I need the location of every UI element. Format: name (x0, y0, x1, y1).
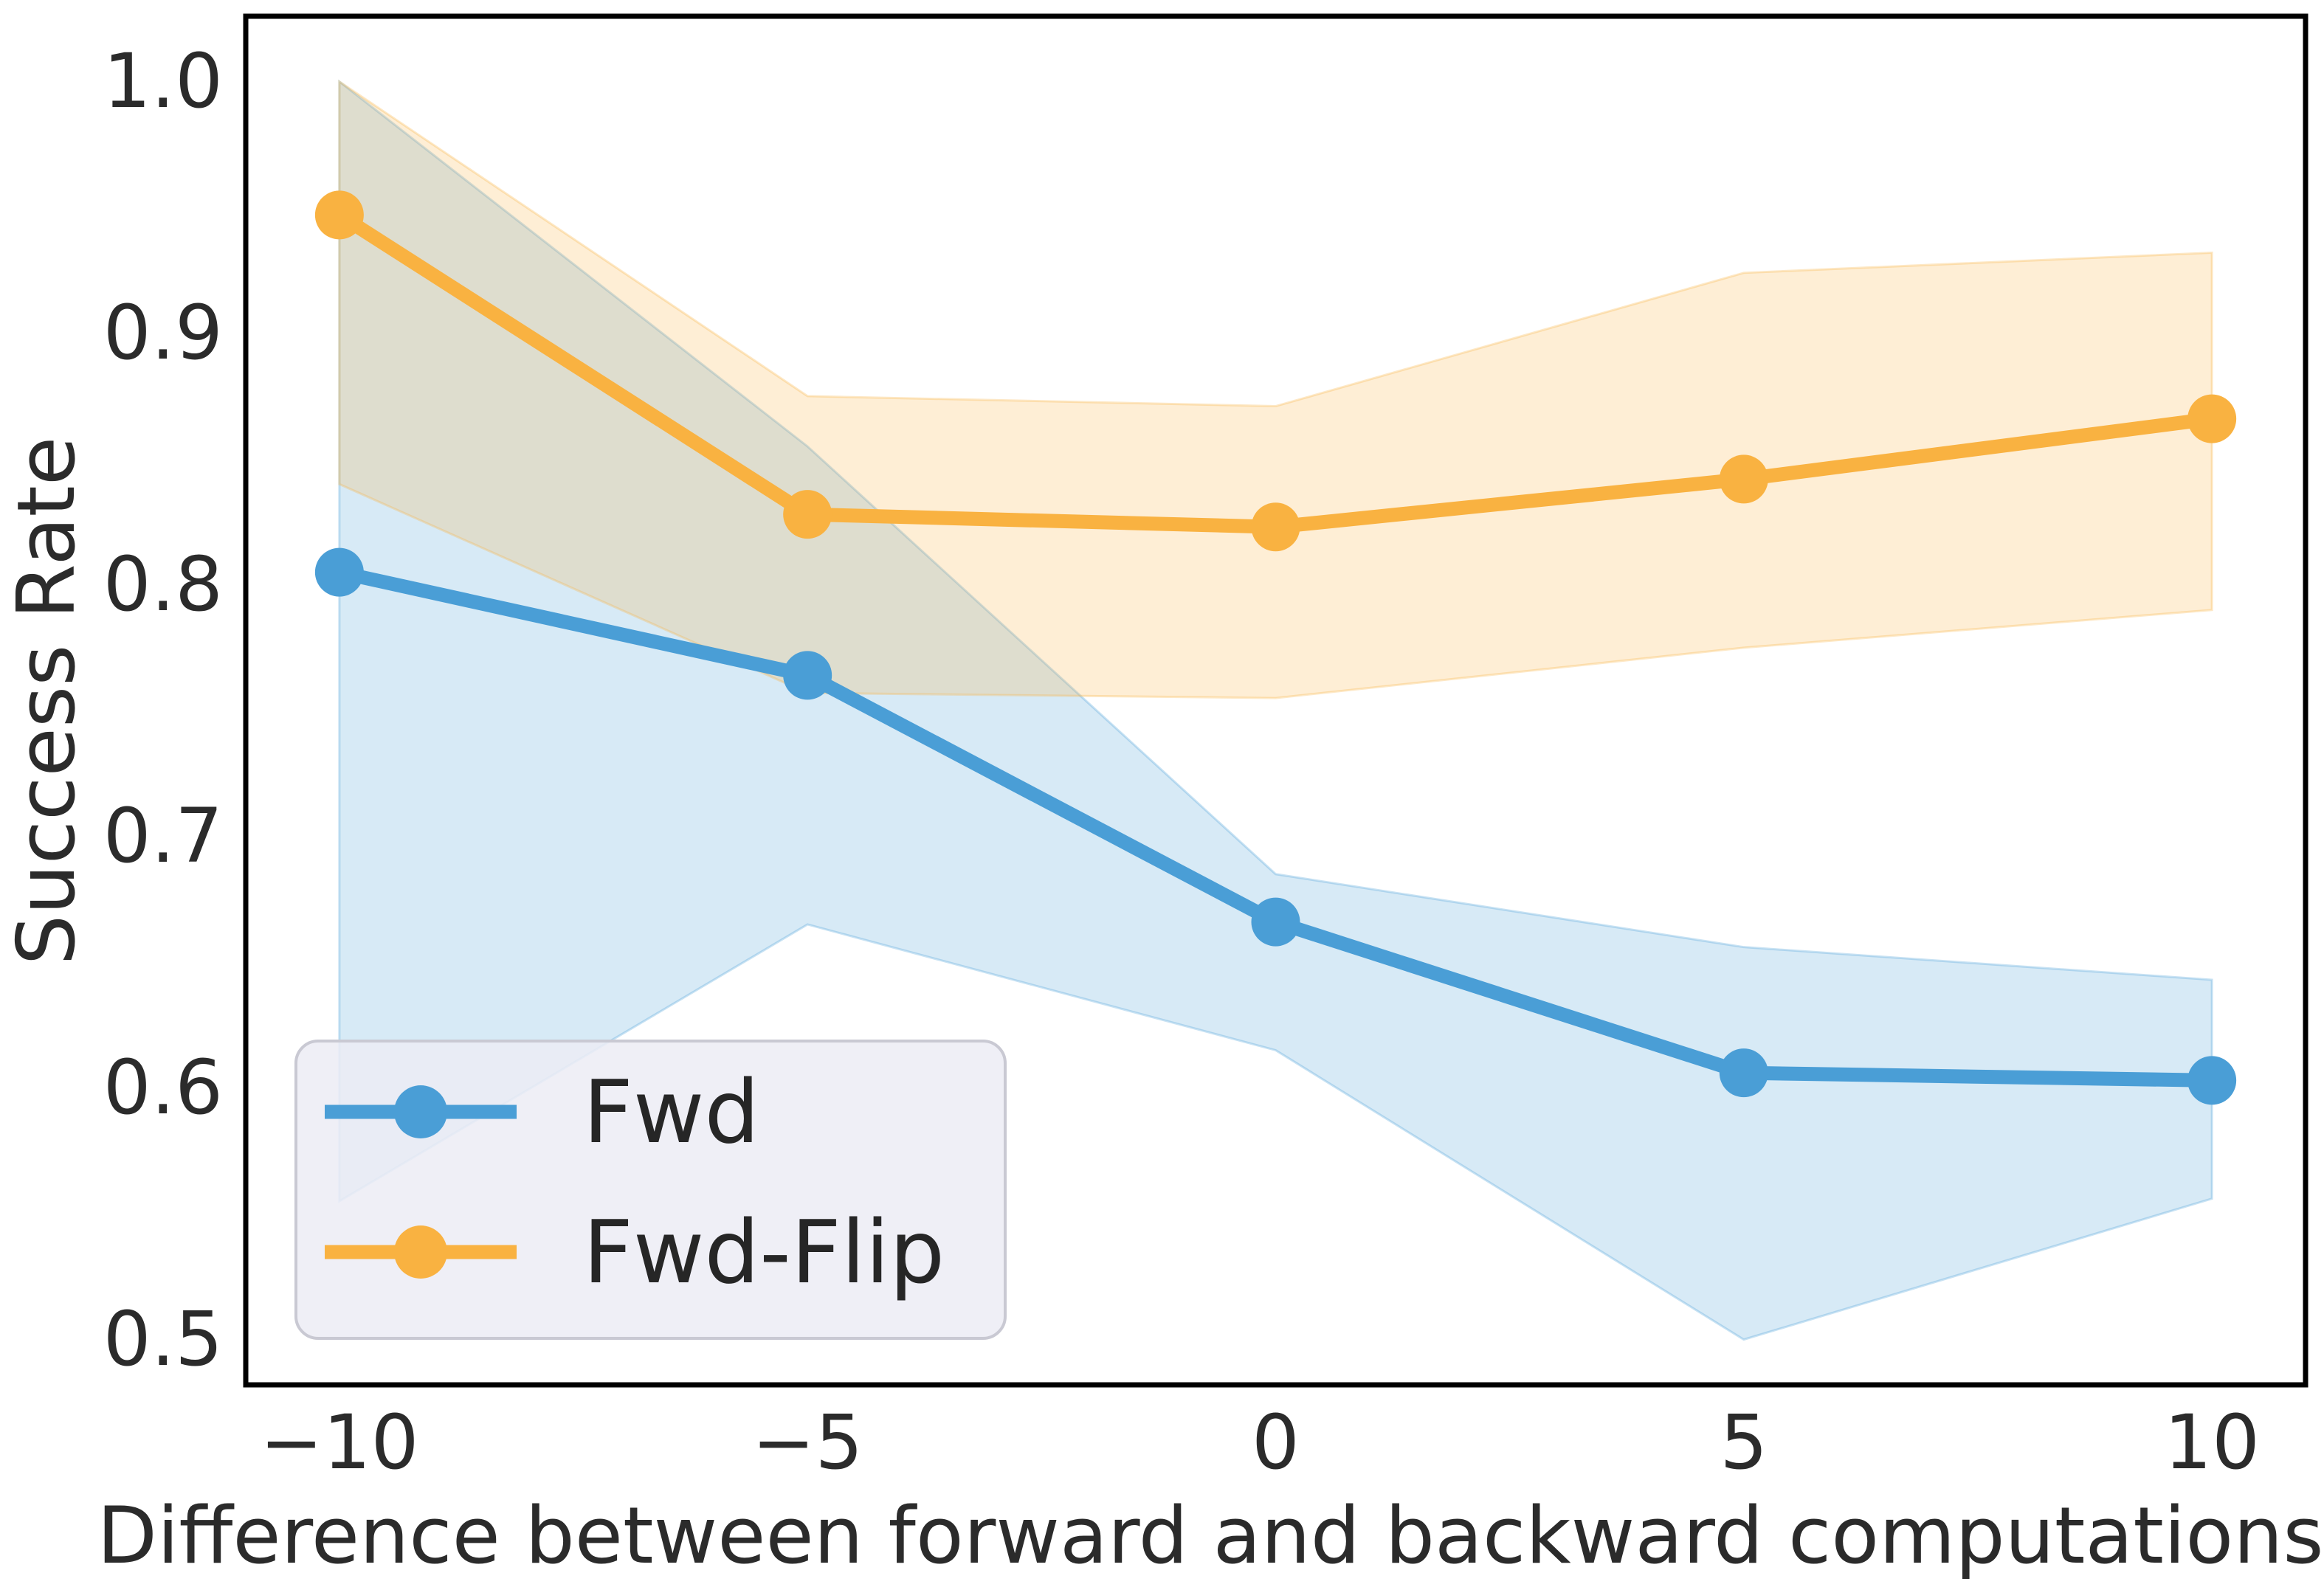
data-point-fwd-x5 (1719, 1048, 1768, 1098)
confidence-band-fwd (338, 79, 2213, 1341)
y-tick-0.7: 0.7 (103, 792, 223, 880)
x-tick-10: 10 (2164, 1399, 2260, 1487)
data-point-fwd-flip-x-10 (314, 190, 364, 240)
data-point-fwd-x-10 (314, 547, 364, 597)
y-tick-labels: 0.5 0.6 0.7 0.8 0.9 1.0 (103, 38, 223, 1383)
x-tick-labels: −10 −5 0 5 10 (260, 1399, 2260, 1487)
y-tick-0.9: 0.9 (103, 289, 223, 377)
y-tick-0.6: 0.6 (103, 1044, 223, 1132)
x-tick-−10: −10 (260, 1399, 418, 1487)
y-axis-label: Success Rate (1, 437, 93, 966)
data-point-fwd-x10 (2187, 1056, 2237, 1105)
data-point-fwd-flip-x10 (2187, 394, 2237, 443)
x-tick-5: 5 (1720, 1399, 1768, 1487)
x-tick-−5: −5 (752, 1399, 863, 1487)
legend-marker-fwd (394, 1085, 447, 1138)
data-series-layer (314, 190, 2237, 1105)
confidence-band-fwd-flip (338, 79, 2213, 699)
y-tick-0.8: 0.8 (103, 541, 223, 629)
legend: Fwd Fwd-Flip (294, 1040, 1007, 1340)
data-point-fwd-flip-x-5 (783, 490, 832, 539)
legend-entry-fwd: Fwd (325, 1061, 759, 1163)
data-point-fwd-flip-x0 (1251, 502, 1300, 552)
data-point-fwd-x-5 (783, 651, 832, 700)
legend-label-fwd: Fwd (583, 1061, 759, 1163)
x-axis-label: Difference between forward and backward … (97, 1490, 2323, 1581)
x-tick-0: 0 (1252, 1399, 1300, 1487)
legend-marker-fwd-flip (394, 1225, 447, 1279)
y-tick-1.0: 1.0 (103, 38, 223, 125)
legend-label-fwd-flip: Fwd-Flip (583, 1201, 945, 1303)
y-tick-0.5: 0.5 (103, 1296, 223, 1383)
data-point-fwd-flip-x5 (1719, 454, 1768, 504)
data-point-fwd-x0 (1251, 897, 1300, 947)
plot-border (243, 13, 2309, 1388)
legend-entry-fwd-flip: Fwd-Flip (325, 1201, 945, 1303)
confidence-bands-layer (338, 79, 2213, 1341)
